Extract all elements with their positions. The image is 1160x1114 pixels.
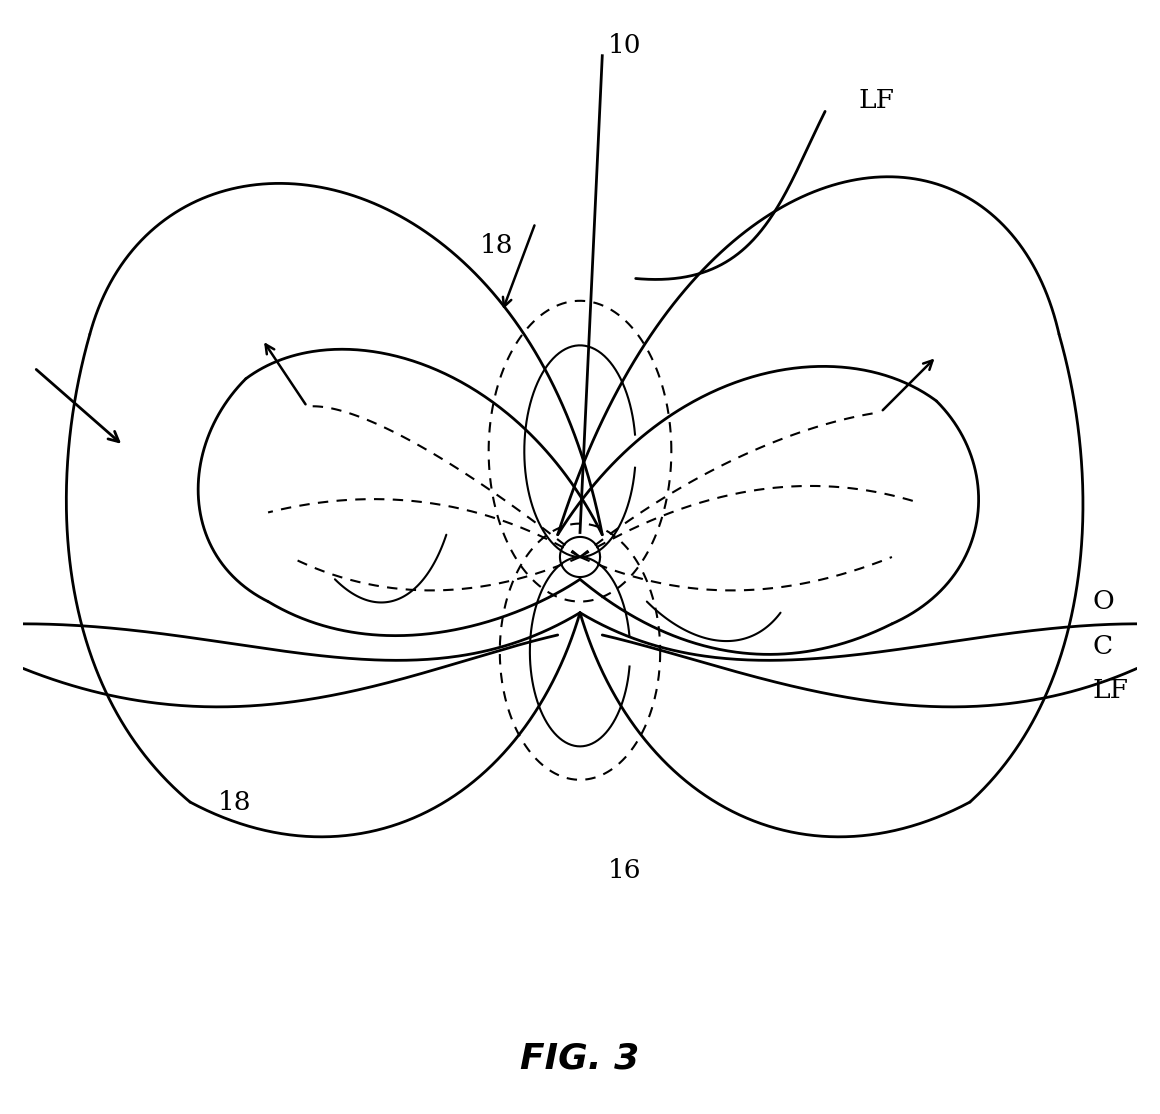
- Text: 18: 18: [218, 790, 252, 814]
- Text: O: O: [1093, 589, 1115, 614]
- Text: 18: 18: [480, 233, 513, 257]
- Text: 10: 10: [608, 33, 641, 58]
- Text: 16: 16: [608, 858, 641, 882]
- Text: FIG. 3: FIG. 3: [521, 1042, 639, 1075]
- Text: C: C: [1093, 634, 1112, 658]
- Text: LF: LF: [858, 88, 894, 113]
- Text: LF: LF: [1093, 678, 1129, 703]
